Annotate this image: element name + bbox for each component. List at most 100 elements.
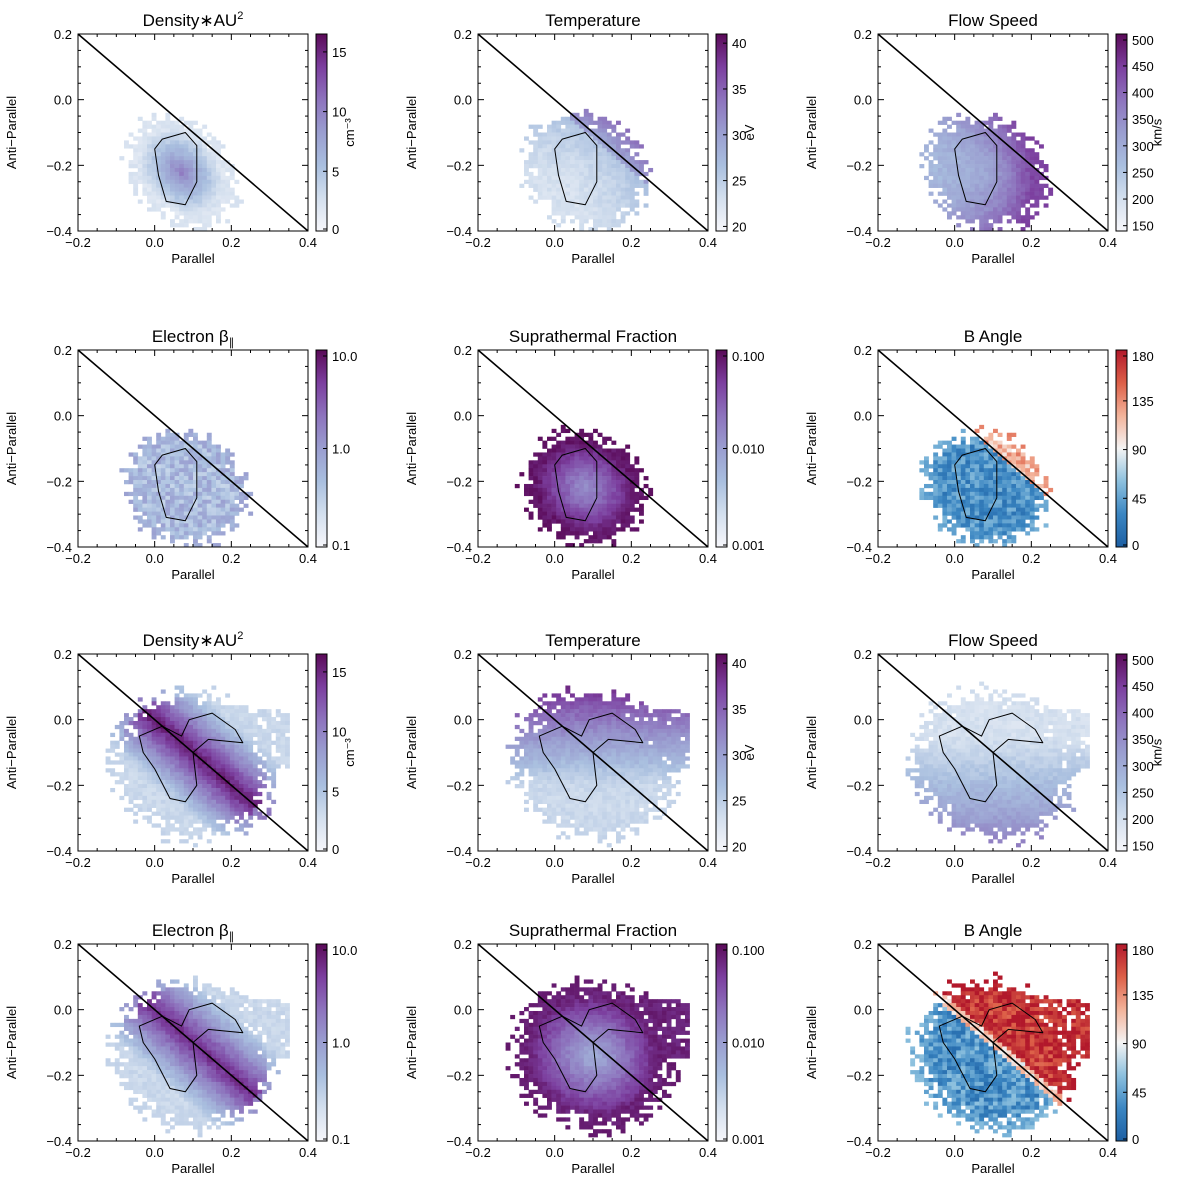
heatmap-cell [1007,512,1012,516]
heatmap-cell [1034,140,1039,144]
heatmap-cell [929,129,934,133]
heatmap-cell [584,180,589,184]
heatmap-cell [965,121,970,125]
heatmap-cell [244,823,249,827]
heatmap-cell [170,168,175,172]
heatmap-cell [933,464,938,468]
heatmap-cell [198,804,203,808]
heatmap-cell [584,176,589,180]
heatmap-cell [198,472,203,476]
heatmap-cell [1002,160,1007,164]
heatmap-cell [234,827,239,831]
heatmap-cell [542,484,547,488]
heatmap-cell [993,203,998,207]
heatmap-cell [588,437,593,441]
heatmap-cell [634,184,639,188]
heatmap-cell [970,519,975,523]
heatmap-cell [188,176,193,180]
heatmap-cell [147,460,152,464]
heatmap-cell [147,140,152,144]
heatmap-cell [221,196,226,200]
heatmap-cell [142,172,147,176]
heatmap-cell [942,468,947,472]
heatmap-cell [147,196,152,200]
heatmap-cell [607,472,612,476]
heatmap-cell [575,215,580,219]
heatmap-cell [588,464,593,468]
heatmap-cell [179,148,184,152]
heatmap-cell [942,199,947,203]
heatmap-cell [161,476,166,480]
heatmap-cell [211,816,216,820]
heatmap-cell [216,176,221,180]
heatmap-cell [961,156,966,160]
heatmap-cell [970,508,975,512]
heatmap-cell [142,796,147,800]
heatmap-cell [956,468,961,472]
heatmap-cell [170,772,175,776]
heatmap-cell [211,164,216,168]
heatmap-cell [993,113,998,117]
heatmap-cell [993,512,998,516]
heatmap-cell [625,500,630,504]
heatmap-cell [588,164,593,168]
heatmap-cell [584,144,589,148]
heatmap-cell [538,133,543,137]
heatmap-cell [198,784,203,788]
heatmap-cell [565,472,570,476]
heatmap-cell [179,192,184,196]
heatmap-cell [1016,133,1021,137]
heatmap-cell [933,199,938,203]
heatmap-cell [579,207,584,211]
heatmap-cell [979,504,984,508]
heatmap-cell [602,476,607,480]
heatmap-cell [188,784,193,788]
heatmap-cell [147,733,152,737]
heatmap-cell [547,515,552,519]
heatmap-cell [938,476,943,480]
heatmap-cell [984,180,989,184]
heatmap-cell [634,203,639,207]
heatmap-cell [961,133,966,137]
heatmap-cell [207,468,212,472]
heatmap-cell [1039,496,1044,500]
heatmap-cell [1016,512,1021,516]
heatmap-cell [211,523,216,527]
heatmap-cell [942,192,947,196]
heatmap-cell [570,464,575,468]
heatmap-cell [234,760,239,764]
heatmap-cell [257,756,262,760]
heatmap-cell [1016,160,1021,164]
heatmap-cell [285,764,290,768]
heatmap-cell [607,515,612,519]
heatmap-cell [1007,472,1012,476]
heatmap-cell [593,223,598,227]
heatmap-cell [634,508,639,512]
heatmap-cell [538,468,543,472]
heatmap-cell [584,468,589,472]
heatmap-cell [961,180,966,184]
heatmap-cell [524,717,529,721]
heatmap-cell [234,764,239,768]
heatmap-cell [262,772,267,776]
heatmap-cell [276,725,281,729]
heatmap-cell [630,199,635,203]
heatmap-cell [965,496,970,500]
heatmap-cell [933,472,938,476]
heatmap-cell [202,148,207,152]
heatmap-cell [607,488,612,492]
heatmap-cell [119,729,124,733]
heatmap-cell [234,504,239,508]
heatmap-cell [230,705,235,709]
heatmap-cell [542,760,547,764]
heatmap-cell [1021,445,1026,449]
heatmap-cell [216,164,221,168]
y-tick-label: −0.2 [46,474,72,489]
heatmap-cell [607,215,612,219]
heatmap-cell [616,144,621,148]
heatmap-cell [193,192,198,196]
heatmap-cell [630,192,635,196]
heatmap-cell [253,733,258,737]
heatmap-cell [188,523,193,527]
heatmap-cell [184,819,189,823]
